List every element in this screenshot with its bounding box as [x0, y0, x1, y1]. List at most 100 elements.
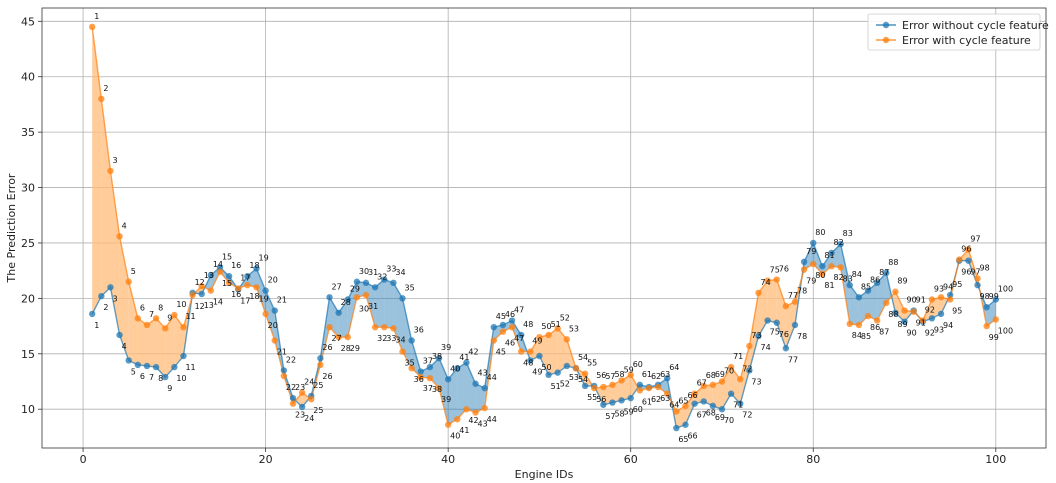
point-label: 17	[240, 297, 250, 306]
fill-segment	[265, 290, 275, 341]
series-1-point	[89, 310, 96, 318]
series-2-point	[335, 333, 342, 341]
series-1-point	[408, 337, 415, 344]
series-2-point	[390, 325, 397, 332]
series-1-point	[864, 287, 872, 294]
point-label: 6	[140, 372, 145, 381]
point-label: 35	[405, 283, 415, 292]
legend-marker-1	[882, 21, 890, 29]
point-label: 27	[332, 334, 342, 343]
series-1-point	[499, 321, 507, 329]
point-label: 21	[277, 296, 287, 305]
series-2-point	[463, 406, 470, 413]
point-label: 45	[496, 347, 506, 356]
y-tick-label: 25	[21, 237, 35, 250]
y-tick-label: 20	[21, 292, 35, 305]
x-axis-label: Engine IDs	[515, 468, 574, 481]
x-tick-label: 20	[259, 453, 273, 466]
point-label: 43	[478, 420, 488, 429]
series-2-point	[691, 390, 698, 397]
series-2-point	[235, 285, 242, 292]
point-label: 30	[359, 304, 369, 313]
series-2-point	[746, 342, 753, 350]
series-1-point	[517, 331, 525, 339]
series-2-point	[591, 384, 598, 392]
series-2-point	[545, 331, 552, 339]
series-2-point	[152, 315, 160, 322]
point-label: 10	[176, 374, 186, 383]
point-label: 90	[907, 329, 917, 338]
point-label: 59	[624, 407, 634, 416]
point-label: 12	[195, 278, 205, 287]
point-label: 69	[715, 413, 725, 422]
series-2-point	[892, 288, 899, 295]
point-label: 22	[286, 355, 296, 364]
point-label: 16	[231, 261, 241, 270]
series-1-point	[937, 310, 945, 318]
series-1-point	[727, 390, 735, 397]
point-label: 45	[496, 312, 506, 321]
point-label: 98	[980, 263, 990, 272]
point-label: 59	[624, 365, 634, 374]
fill-segment	[137, 318, 147, 366]
point-label: 80	[815, 228, 825, 237]
point-label: 34	[395, 335, 405, 344]
point-label: 99	[989, 292, 999, 301]
fill-segment	[603, 384, 613, 405]
series-1-point	[125, 357, 132, 364]
point-label: 55	[587, 359, 597, 368]
fill-segment	[749, 292, 759, 371]
series-2-point	[864, 312, 872, 320]
series-1-point	[855, 294, 863, 301]
point-label: 68	[706, 408, 716, 417]
point-label: 77	[788, 291, 798, 300]
point-label: 67	[697, 411, 707, 420]
series-2-point	[563, 336, 571, 343]
series-2-point	[873, 317, 881, 324]
point-label: 64	[669, 363, 679, 372]
series-1-point	[873, 279, 881, 287]
series-2-point	[645, 384, 653, 392]
point-label: 33	[386, 265, 396, 274]
fill-segment	[831, 244, 841, 268]
fill-segment	[548, 328, 558, 375]
series-2-point	[581, 370, 589, 377]
series-2-point	[737, 376, 744, 383]
series-2-point	[417, 373, 424, 381]
series-2-point	[846, 320, 853, 328]
point-label: 70	[724, 367, 734, 376]
series-2-point	[289, 400, 297, 407]
point-label: 4	[122, 342, 127, 351]
series-1-point	[262, 287, 269, 294]
point-label: 67	[697, 379, 707, 388]
series-1-point	[527, 357, 534, 364]
point-label: 20	[268, 321, 278, 330]
series-2-point	[244, 281, 251, 289]
series-2-point	[189, 291, 196, 299]
series-1-point	[508, 317, 516, 324]
series-2-point	[499, 328, 507, 335]
series-1-point	[883, 269, 890, 277]
fill-segment	[630, 374, 639, 399]
point-label: 41	[459, 353, 469, 362]
point-label: 11	[185, 312, 195, 321]
point-label: 100	[998, 326, 1013, 335]
point-label: 58	[614, 410, 624, 419]
series-2-point	[116, 233, 123, 240]
point-label: 88	[888, 258, 898, 267]
point-label: 53	[569, 373, 579, 382]
series-1-point	[946, 291, 954, 299]
point-label: 18	[249, 261, 259, 270]
point-label: 37	[423, 357, 433, 366]
fill-segment	[146, 318, 157, 368]
y-tick-label: 45	[21, 15, 35, 28]
point-label: 88	[888, 310, 898, 319]
series-1-point	[271, 307, 278, 314]
point-label: 18	[249, 292, 259, 301]
series-1-point	[317, 355, 324, 362]
series-2-point	[271, 337, 278, 344]
point-label: 13	[204, 271, 214, 280]
plot-frame	[41, 7, 1047, 449]
point-label: 74	[760, 278, 770, 287]
